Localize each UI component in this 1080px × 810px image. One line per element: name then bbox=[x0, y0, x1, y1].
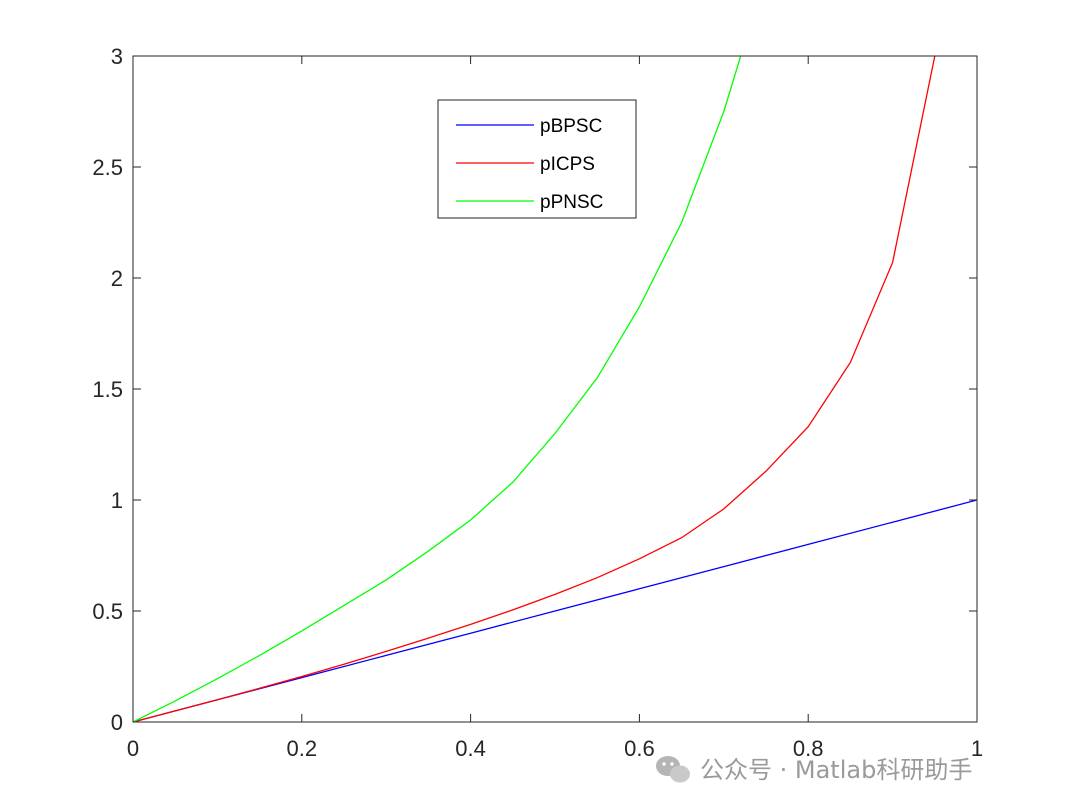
watermark: 公众号 · Matlab科研助手 bbox=[656, 756, 972, 784]
series-line-pICPS bbox=[133, 56, 936, 722]
watermark-text: 公众号 · Matlab科研助手 bbox=[700, 756, 972, 784]
legend: pBPSC pICPS pPNSC bbox=[437, 99, 637, 219]
y-tick-label: 0.5 bbox=[92, 599, 123, 624]
y-tick-label: 1.5 bbox=[92, 377, 123, 402]
x-tick-label: 0.4 bbox=[455, 736, 486, 761]
series-line-pPNSC bbox=[133, 56, 742, 722]
x-tick-label: 0.6 bbox=[624, 736, 655, 761]
plot-series-group bbox=[133, 56, 977, 722]
wechat-icon bbox=[656, 756, 690, 783]
x-tick-label: 0.8 bbox=[793, 736, 824, 761]
legend-label-pPNSC: pPNSC bbox=[540, 192, 603, 213]
legend-label-pICPS: pICPS bbox=[540, 154, 595, 175]
y-tick-label: 2 bbox=[111, 266, 123, 291]
x-tick-label: 1 bbox=[971, 736, 983, 761]
x-tick-label: 0 bbox=[127, 736, 139, 761]
legend-label-pBPSC: pBPSC bbox=[540, 116, 602, 137]
y-tick-label: 1 bbox=[111, 488, 123, 513]
y-axis: 0 0.5 1 1.5 2 2.5 3 bbox=[92, 44, 977, 735]
y-tick-label: 2.5 bbox=[92, 155, 123, 180]
x-axis: 0 0.2 0.4 0.6 0.8 1 bbox=[127, 56, 983, 761]
y-tick-label: 0 bbox=[111, 710, 123, 735]
y-tick-label: 3 bbox=[111, 44, 123, 69]
x-tick-label: 0.2 bbox=[287, 736, 318, 761]
legend-box bbox=[437, 99, 637, 219]
